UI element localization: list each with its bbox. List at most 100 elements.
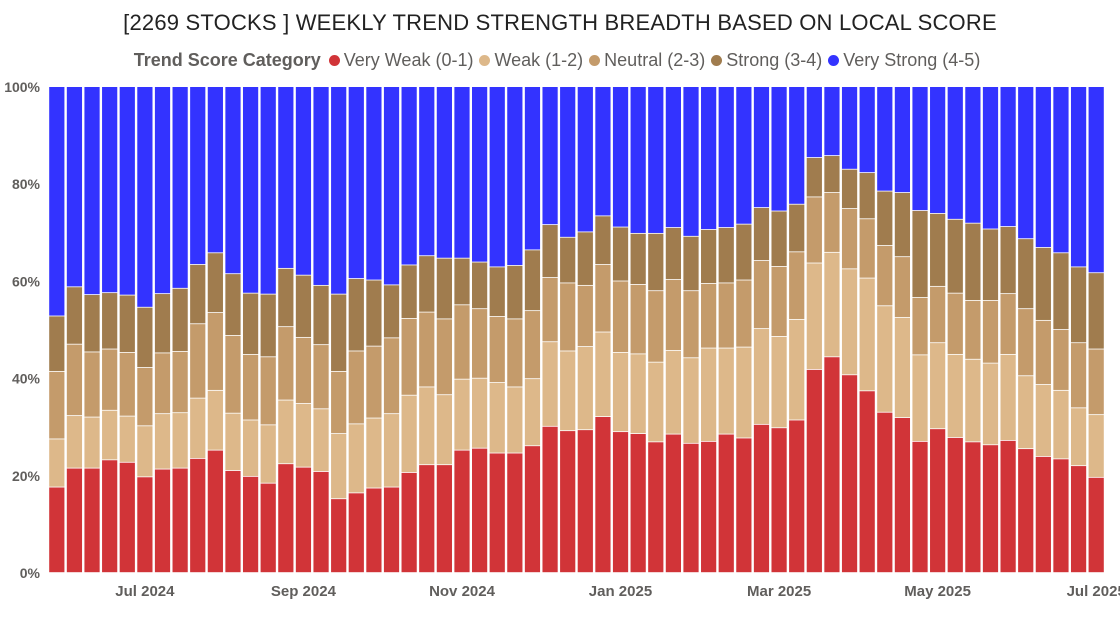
bar-segment-strong-3-4[interactable] xyxy=(789,204,805,252)
bar-segment-very-strong-4-5[interactable] xyxy=(824,87,840,156)
bar-segment-very-strong-4-5[interactable] xyxy=(225,87,241,274)
bar-segment-very-weak-0-1[interactable] xyxy=(190,458,206,573)
bar-segment-very-weak-0-1[interactable] xyxy=(207,450,223,573)
bar-segment-strong-3-4[interactable] xyxy=(1070,267,1087,343)
bar-segment-strong-3-4[interactable] xyxy=(701,229,717,284)
bar-segment-very-weak-0-1[interactable] xyxy=(1070,466,1087,573)
bar-segment-very-strong-4-5[interactable] xyxy=(278,87,294,268)
bar-segment-weak-1-2[interactable] xyxy=(225,413,241,471)
bar-segment-strong-3-4[interactable] xyxy=(877,191,893,246)
bar-segment-weak-1-2[interactable] xyxy=(154,414,171,469)
bar-segment-very-weak-0-1[interactable] xyxy=(383,487,400,573)
bar-segment-strong-3-4[interactable] xyxy=(1000,226,1016,294)
bar-segment-strong-3-4[interactable] xyxy=(841,169,858,209)
bar-segment-strong-3-4[interactable] xyxy=(524,250,541,311)
bar-segment-strong-3-4[interactable] xyxy=(1035,247,1051,320)
bar-segment-very-strong-4-5[interactable] xyxy=(49,87,65,316)
bar-segment-weak-1-2[interactable] xyxy=(542,342,558,426)
bar-segment-neutral-2-3[interactable] xyxy=(119,352,135,416)
bar-segment-neutral-2-3[interactable] xyxy=(401,318,417,395)
bar-segment-strong-3-4[interactable] xyxy=(894,192,911,257)
bar-segment-very-strong-4-5[interactable] xyxy=(648,87,664,233)
bar-segment-neutral-2-3[interactable] xyxy=(824,192,840,252)
bar-segment-weak-1-2[interactable] xyxy=(1070,408,1087,466)
bar-segment-very-strong-4-5[interactable] xyxy=(419,87,435,256)
bar-segment-very-weak-0-1[interactable] xyxy=(982,445,999,573)
bar-segment-strong-3-4[interactable] xyxy=(401,265,417,319)
bar-segment-very-weak-0-1[interactable] xyxy=(454,450,470,573)
bar-segment-very-weak-0-1[interactable] xyxy=(683,443,699,573)
bar-segment-neutral-2-3[interactable] xyxy=(383,338,400,414)
bar-segment-weak-1-2[interactable] xyxy=(313,409,329,472)
bar-segment-very-weak-0-1[interactable] xyxy=(524,446,541,573)
bar-segment-weak-1-2[interactable] xyxy=(1000,354,1016,441)
bar-segment-very-weak-0-1[interactable] xyxy=(736,438,752,573)
bar-segment-neutral-2-3[interactable] xyxy=(1070,343,1087,408)
bar-segment-weak-1-2[interactable] xyxy=(278,400,294,464)
bar-segment-strong-3-4[interactable] xyxy=(806,157,822,197)
bar-segment-very-weak-0-1[interactable] xyxy=(718,434,734,573)
bar-segment-strong-3-4[interactable] xyxy=(366,280,382,346)
bar-segment-weak-1-2[interactable] xyxy=(366,418,382,488)
bar-segment-weak-1-2[interactable] xyxy=(295,403,312,467)
bar-segment-very-weak-0-1[interactable] xyxy=(49,487,65,573)
bar-segment-strong-3-4[interactable] xyxy=(295,275,312,337)
bar-segment-strong-3-4[interactable] xyxy=(912,210,928,298)
bar-segment-strong-3-4[interactable] xyxy=(753,208,770,261)
bar-segment-neutral-2-3[interactable] xyxy=(84,352,100,417)
bar-segment-very-strong-4-5[interactable] xyxy=(771,87,787,211)
bar-segment-very-weak-0-1[interactable] xyxy=(577,430,593,573)
bar-segment-very-weak-0-1[interactable] xyxy=(560,431,576,573)
bar-segment-very-strong-4-5[interactable] xyxy=(102,87,118,293)
bar-segment-neutral-2-3[interactable] xyxy=(524,311,541,379)
bar-segment-very-weak-0-1[interactable] xyxy=(789,420,805,573)
legend-item-very-strong[interactable]: Very Strong (4-5) xyxy=(828,50,980,71)
bar-segment-weak-1-2[interactable] xyxy=(1088,415,1104,477)
bar-segment-strong-3-4[interactable] xyxy=(331,294,347,371)
bar-segment-very-weak-0-1[interactable] xyxy=(630,434,646,573)
bar-segment-neutral-2-3[interactable] xyxy=(630,284,646,354)
bar-segment-strong-3-4[interactable] xyxy=(348,278,364,351)
bar-segment-neutral-2-3[interactable] xyxy=(472,309,488,378)
bar-segment-weak-1-2[interactable] xyxy=(577,347,593,430)
bar-segment-strong-3-4[interactable] xyxy=(66,287,83,344)
bar-segment-very-weak-0-1[interactable] xyxy=(260,483,276,573)
bar-segment-very-weak-0-1[interactable] xyxy=(102,460,118,573)
bar-segment-weak-1-2[interactable] xyxy=(894,317,911,418)
bar-segment-neutral-2-3[interactable] xyxy=(278,327,294,400)
bar-segment-weak-1-2[interactable] xyxy=(965,359,981,442)
bar-segment-weak-1-2[interactable] xyxy=(242,420,259,476)
bar-segment-very-strong-4-5[interactable] xyxy=(595,87,611,216)
bar-segment-neutral-2-3[interactable] xyxy=(207,312,223,390)
bar-segment-weak-1-2[interactable] xyxy=(1018,376,1034,449)
bar-segment-neutral-2-3[interactable] xyxy=(965,300,981,359)
bar-segment-very-weak-0-1[interactable] xyxy=(753,424,770,573)
bar-segment-weak-1-2[interactable] xyxy=(947,354,963,438)
bar-segment-very-weak-0-1[interactable] xyxy=(119,462,135,573)
bar-segment-very-strong-4-5[interactable] xyxy=(207,87,223,253)
bar-segment-strong-3-4[interactable] xyxy=(119,295,135,353)
bar-segment-strong-3-4[interactable] xyxy=(612,227,629,281)
bar-segment-weak-1-2[interactable] xyxy=(806,263,822,370)
bar-segment-neutral-2-3[interactable] xyxy=(753,260,770,329)
bar-segment-very-strong-4-5[interactable] xyxy=(331,87,347,294)
bar-segment-very-strong-4-5[interactable] xyxy=(947,87,963,219)
bar-segment-very-weak-0-1[interactable] xyxy=(401,472,417,573)
bar-segment-very-weak-0-1[interactable] xyxy=(507,453,523,573)
bar-segment-very-strong-4-5[interactable] xyxy=(665,87,681,228)
bar-segment-strong-3-4[interactable] xyxy=(507,265,523,319)
bar-segment-neutral-2-3[interactable] xyxy=(612,281,629,353)
bar-segment-very-strong-4-5[interactable] xyxy=(806,87,822,158)
bar-segment-neutral-2-3[interactable] xyxy=(313,345,329,409)
bar-segment-very-strong-4-5[interactable] xyxy=(507,87,523,266)
bar-segment-neutral-2-3[interactable] xyxy=(225,335,241,413)
bar-segment-neutral-2-3[interactable] xyxy=(260,357,276,425)
bar-segment-strong-3-4[interactable] xyxy=(260,294,276,357)
bar-segment-very-strong-4-5[interactable] xyxy=(1070,87,1087,267)
bar-segment-very-weak-0-1[interactable] xyxy=(824,357,840,573)
bar-segment-neutral-2-3[interactable] xyxy=(648,291,664,362)
bar-segment-weak-1-2[interactable] xyxy=(789,319,805,420)
bar-segment-neutral-2-3[interactable] xyxy=(489,316,505,383)
bar-segment-weak-1-2[interactable] xyxy=(137,426,153,477)
bar-segment-strong-3-4[interactable] xyxy=(137,307,153,368)
